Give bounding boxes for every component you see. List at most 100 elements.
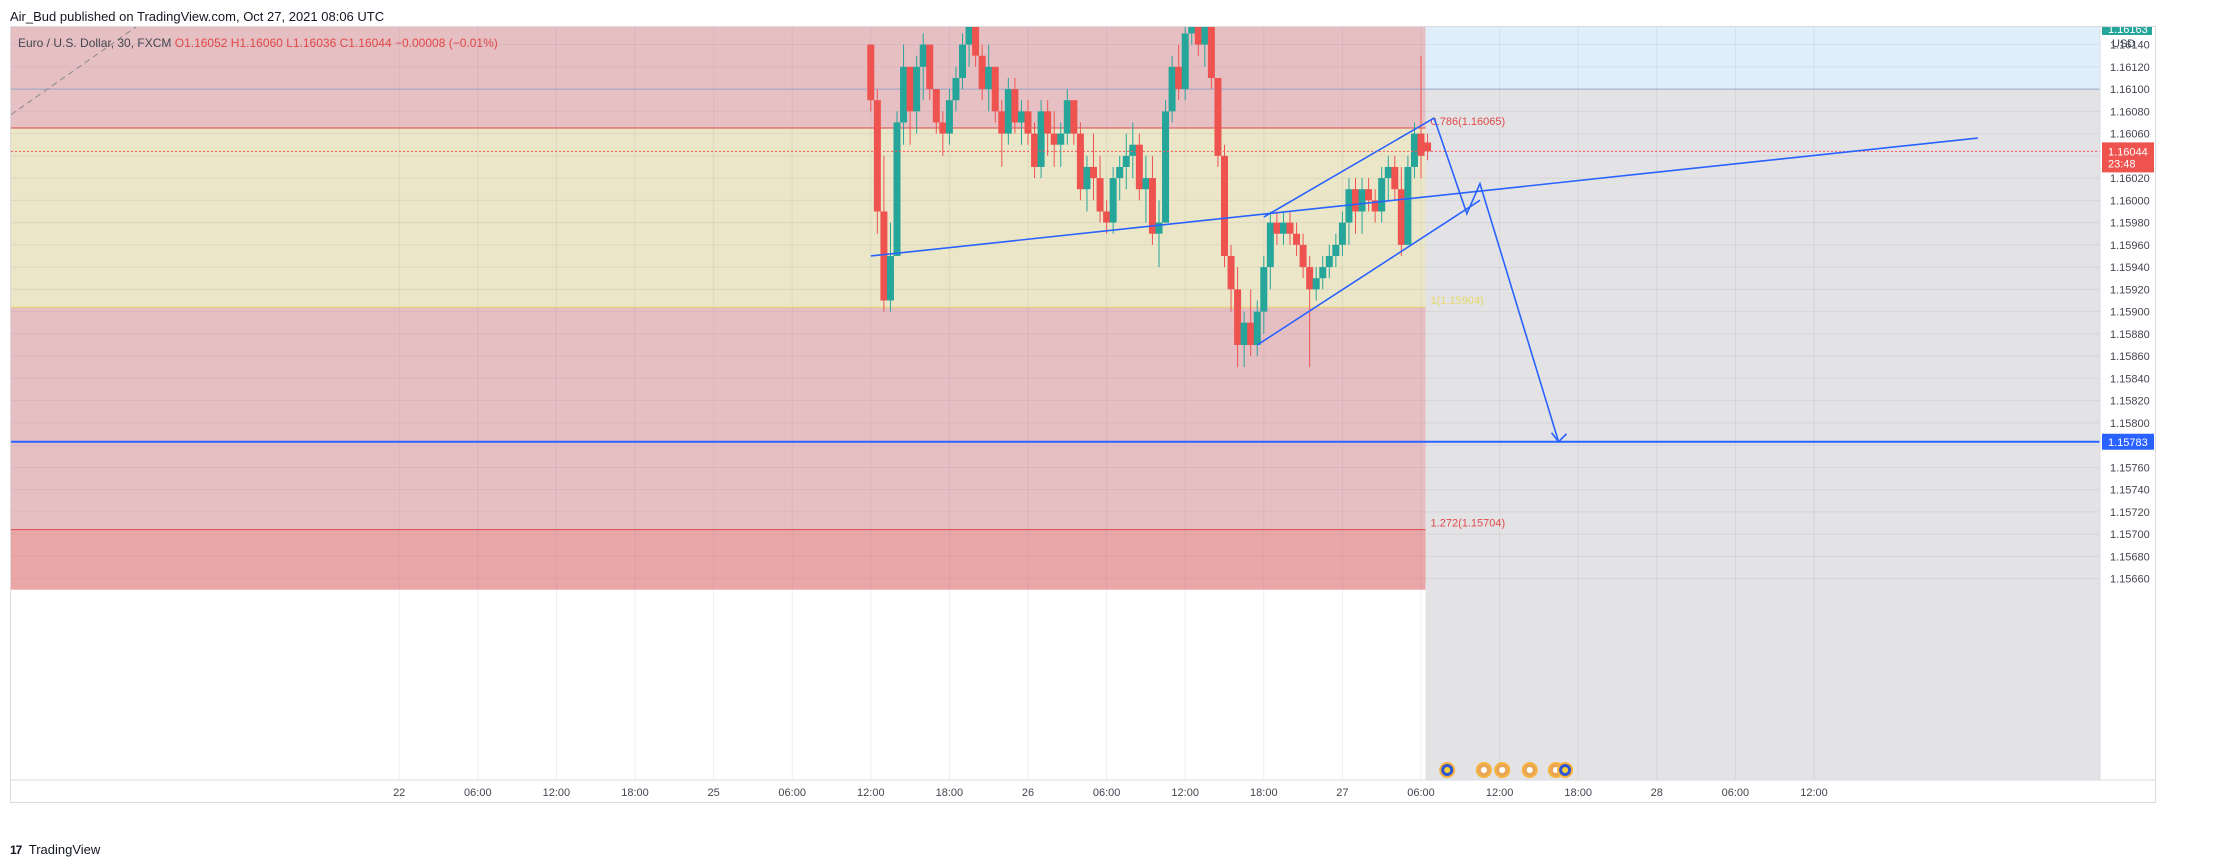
candle-body[interactable] <box>1299 244 1307 268</box>
candle-body[interactable] <box>1201 27 1209 45</box>
tradingview-logo-icon[interactable]: 17 <box>10 843 22 857</box>
candle-body[interactable] <box>1188 27 1196 34</box>
candle-body[interactable] <box>1037 111 1045 167</box>
candle-body[interactable] <box>1247 322 1255 345</box>
candle-body[interactable] <box>926 44 934 90</box>
candle-body[interactable] <box>1155 222 1163 234</box>
candle-body[interactable] <box>1004 89 1012 134</box>
candle-body[interactable] <box>1352 189 1359 212</box>
candle-body[interactable] <box>1365 189 1373 201</box>
price-chart[interactable]: 0.786(1.16065) 1(1.15904) 1.272(1.15704) 1.… <box>11 27 2155 802</box>
candle-body[interactable] <box>1076 133 1084 190</box>
candle-body[interactable] <box>1266 222 1274 268</box>
current-price-tag[interactable] <box>2102 142 2154 173</box>
candle-body[interactable] <box>1253 311 1261 345</box>
candle-body[interactable] <box>1404 166 1412 245</box>
target-price-tag[interactable] <box>2102 433 2154 450</box>
candle-body[interactable] <box>1116 166 1124 179</box>
wedge-lower-line[interactable] <box>1256 199 1481 346</box>
candle-body[interactable] <box>998 111 1006 134</box>
candle-body[interactable] <box>1221 155 1228 256</box>
candle-body[interactable] <box>873 100 881 212</box>
candle-body[interactable] <box>1391 166 1399 190</box>
candle-body[interactable] <box>1017 111 1025 123</box>
candle-body[interactable] <box>1044 111 1052 134</box>
candle-body[interactable] <box>1371 200 1379 212</box>
candle-body[interactable] <box>985 66 993 90</box>
candle-body[interactable] <box>1031 133 1039 167</box>
candle-body[interactable] <box>1410 133 1418 167</box>
candle-body[interactable] <box>1175 66 1183 90</box>
candle-body[interactable] <box>867 44 875 101</box>
candle-body[interactable] <box>972 27 980 56</box>
candle-body[interactable] <box>1207 27 1215 78</box>
candle-body[interactable] <box>939 122 947 134</box>
candle-body[interactable] <box>1227 255 1235 290</box>
candle-body[interactable] <box>1273 222 1281 234</box>
candle-body[interactable] <box>1194 27 1202 45</box>
candle-body[interactable] <box>1293 233 1301 245</box>
candle-body[interactable] <box>1057 133 1065 145</box>
candle-body[interactable] <box>886 255 894 301</box>
candle-body[interactable] <box>1063 100 1071 134</box>
candle-body[interactable] <box>1011 89 1019 123</box>
candle-body[interactable] <box>1234 289 1242 345</box>
candle-body[interactable] <box>932 89 940 123</box>
candle-body[interactable] <box>880 211 888 301</box>
candle-body[interactable] <box>1168 66 1176 112</box>
candle-body[interactable] <box>919 44 927 67</box>
candle-body[interactable] <box>1260 267 1268 312</box>
candle-body[interactable] <box>1319 267 1327 279</box>
candle-body[interactable] <box>1148 178 1156 234</box>
candle-body[interactable] <box>1306 267 1314 290</box>
candle-body[interactable] <box>1378 178 1386 212</box>
candle-body[interactable] <box>1332 244 1340 256</box>
candle-body[interactable] <box>1122 155 1130 167</box>
candle-body[interactable] <box>1325 255 1333 268</box>
candle-body[interactable] <box>1109 178 1117 223</box>
candle-body[interactable] <box>1142 178 1150 190</box>
candle-body[interactable] <box>1135 144 1143 190</box>
candle-body[interactable] <box>1338 222 1346 245</box>
candle-body[interactable] <box>1024 111 1032 134</box>
candle-body[interactable] <box>945 100 953 134</box>
candle-body[interactable] <box>1358 189 1366 212</box>
author-name[interactable]: Air_Bud <box>10 9 57 24</box>
candle-body[interactable] <box>1129 144 1137 156</box>
candle-body[interactable] <box>965 27 973 45</box>
candle-body[interactable] <box>900 66 908 123</box>
candle-body[interactable] <box>1312 278 1320 290</box>
projection-path[interactable] <box>1433 117 1560 442</box>
candle-body[interactable] <box>1083 166 1091 190</box>
candle-body[interactable] <box>913 66 921 112</box>
wedge-upper-line[interactable] <box>1263 117 1435 218</box>
candle-body[interactable] <box>1181 33 1189 90</box>
candle-body[interactable] <box>1397 189 1405 245</box>
candle-body[interactable] <box>1424 142 1432 152</box>
candle-body[interactable] <box>1050 133 1058 145</box>
candle-body[interactable] <box>1240 322 1248 345</box>
footer-brand-name[interactable]: TradingView <box>28 842 101 857</box>
candle-body[interactable] <box>1096 178 1104 212</box>
chart-frame[interactable]: 0.786(1.16065) 1(1.15904) 1.272(1.15704) 1.… <box>10 26 2156 803</box>
time-tick-label: 06:00 <box>778 787 806 799</box>
candle-body[interactable] <box>1345 189 1353 223</box>
candle-body[interactable] <box>1214 77 1222 156</box>
candle-body[interactable] <box>1417 133 1425 156</box>
candle-body[interactable] <box>1286 222 1294 234</box>
lower-trendline[interactable] <box>870 137 1978 257</box>
candle-body[interactable] <box>1384 166 1392 179</box>
published-info: published on TradingView.com, Oct 27, 20… <box>59 9 385 24</box>
candle-body[interactable] <box>1162 111 1170 223</box>
candle-body[interactable] <box>1070 100 1078 134</box>
candle-body[interactable] <box>893 122 901 256</box>
candle-body[interactable] <box>991 66 999 112</box>
candle-body[interactable] <box>952 77 960 101</box>
candle-body[interactable] <box>1090 166 1097 179</box>
legend-symbol[interactable]: Euro / U.S. Dollar, 30, FXCM <box>18 36 172 50</box>
candle-body[interactable] <box>978 55 986 90</box>
candle-body[interactable] <box>1103 211 1111 223</box>
candle-body[interactable] <box>1279 222 1287 234</box>
candle-body[interactable] <box>906 66 914 112</box>
candle-body[interactable] <box>959 44 966 78</box>
